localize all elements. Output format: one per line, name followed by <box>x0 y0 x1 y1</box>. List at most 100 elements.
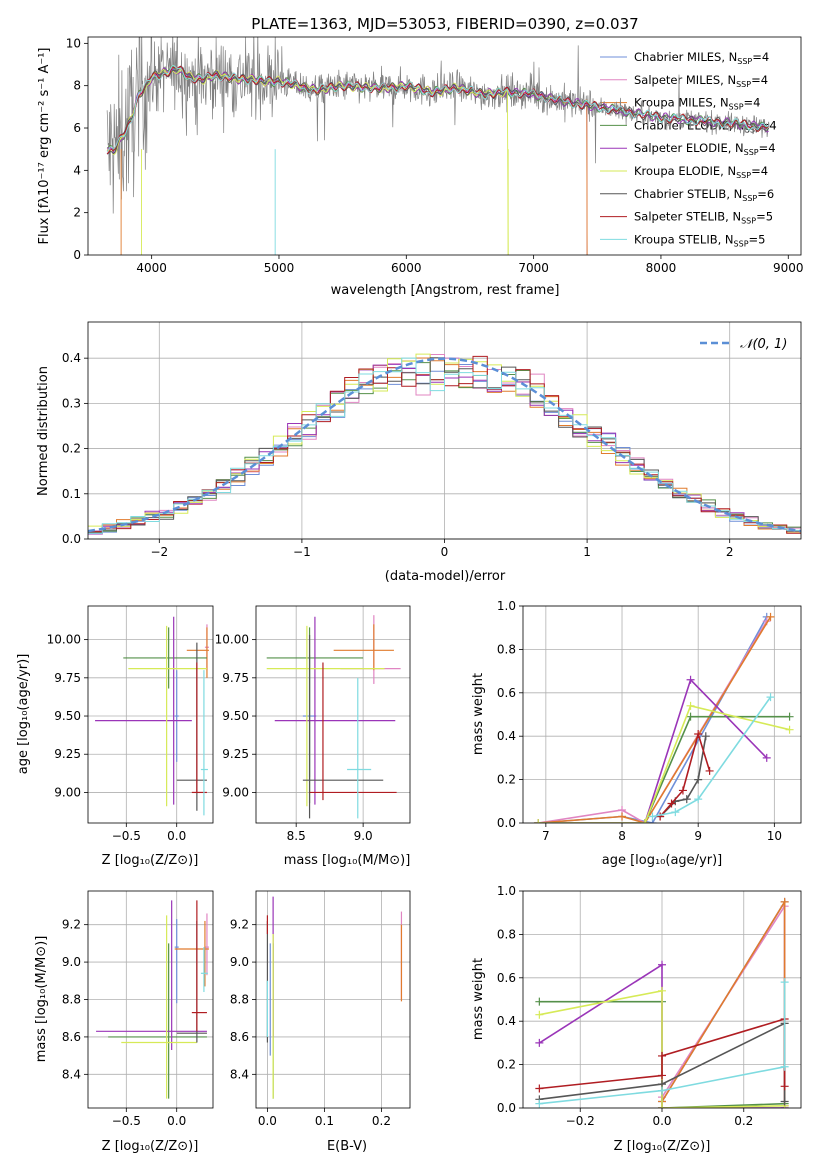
mass-weight-vs-metallicity-ylabel: mass weight <box>471 958 486 1040</box>
y-tick-label: 0.1 <box>62 487 81 501</box>
y-tick-label: 9.75 <box>222 671 249 685</box>
series-marker <box>656 812 665 821</box>
legend-label: Chabrier MILES, NSSP=4 <box>634 50 769 66</box>
y-tick-label: 8.8 <box>230 993 249 1007</box>
y-tick-label: 9.2 <box>230 918 249 932</box>
series-marker <box>678 786 687 795</box>
series-marker <box>686 701 695 710</box>
series-line-salpeter-stelib <box>659 731 711 818</box>
y-tick-label: 9.00 <box>54 785 81 799</box>
series-marker <box>658 1071 666 1080</box>
series-marker <box>780 897 789 906</box>
x-tick-label: 0.2 <box>372 1114 391 1128</box>
legend-tail: =5 <box>756 210 773 224</box>
legend-label: Salpeter MILES, NSSP=4 <box>634 73 768 89</box>
mass-weight-vs-age-xlabel: age [log₁₀(age/yr)] <box>602 853 723 868</box>
mass-weight-vs-age-panel: age [log₁₀(age/yr)] mass weight 7 8 9 10 0.0… <box>471 599 802 868</box>
y-tick-label: 0 <box>73 248 81 262</box>
legend-text: Salpeter STELIB, N <box>634 210 741 224</box>
x-tick-label: 0.0 <box>258 1114 277 1128</box>
legend-text: Kroupa STELIB, N <box>634 232 734 246</box>
model-fit-kroupa-elodie <box>107 68 509 255</box>
x-tick-label: 8 <box>618 829 626 843</box>
series-marker <box>785 725 794 734</box>
series-marker <box>780 978 789 987</box>
legend-tail: =4 <box>751 73 768 87</box>
legend-text: Kroupa ELODIE, N <box>634 164 736 178</box>
series-marker <box>648 812 657 821</box>
series-marker <box>618 812 627 821</box>
series-marker <box>640 819 649 823</box>
series-line-salpeter-elodie <box>538 678 768 823</box>
series-marker <box>766 693 775 702</box>
x-tick-label: 10 <box>767 829 782 843</box>
residuals-legend: 𝒩(0, 1) <box>700 337 787 352</box>
plot-area <box>266 896 403 1099</box>
series-marker <box>535 1084 544 1093</box>
y-tick-label: 0.0 <box>497 1101 516 1115</box>
legend-subscript: SSP <box>741 217 756 226</box>
y-tick-label: 2 <box>73 206 81 220</box>
y-tick-label: 0.2 <box>497 1058 516 1072</box>
axes-frame <box>522 605 802 824</box>
x-tick-label: 0.2 <box>734 1114 753 1128</box>
spectrum-xlabel: wavelength [Angstrom, rest frame] <box>331 283 560 298</box>
series-line-chabrier-elodie <box>538 715 790 823</box>
y-tick-label: 9.0 <box>62 955 81 969</box>
legend-label: Kroupa STELIB, NSSP=5 <box>634 232 765 248</box>
legend-label: Kroupa ELODIE, NSSP=4 <box>634 164 768 180</box>
plot-area <box>95 616 209 816</box>
x-tick-label: −0.5 <box>112 829 141 843</box>
y-tick-label: 1.0 <box>497 599 516 613</box>
mass-vs-ebv-xlabel: E(B-V) <box>327 1139 367 1154</box>
x-tick-label: 8.5 <box>287 829 306 843</box>
legend-tail: =4 <box>752 50 769 64</box>
series-marker <box>658 1104 666 1108</box>
y-tick-label: 0.0 <box>62 532 81 546</box>
legend-tail: =6 <box>757 187 774 201</box>
series-line-kroupa-miles <box>661 899 786 1108</box>
age-vs-metallicity-ylabel: age [log₁₀(age/yr)] <box>16 654 31 775</box>
y-tick-label: 8.4 <box>230 1067 249 1081</box>
spectrum-title: PLATE=1363, MJD=53053, FIBERID=0390, z=0… <box>251 15 638 33</box>
y-tick-label: 10 <box>66 36 81 50</box>
legend-subscript: SSP <box>742 194 757 203</box>
grid-lines <box>256 606 410 823</box>
model-fit-kroupa-stelib <box>106 64 769 152</box>
series-marker <box>780 1082 789 1091</box>
legend-label: Chabrier STELIB, NSSP=6 <box>634 187 774 203</box>
series-marker <box>766 612 775 621</box>
series-marker <box>694 730 703 739</box>
x-tick-label: 5000 <box>264 261 295 275</box>
legend-subscript: SSP <box>729 103 744 112</box>
series-line-kroupa-stelib <box>539 982 786 1105</box>
x-tick-label: 0 <box>441 545 449 559</box>
x-tick-label: 7000 <box>518 261 549 275</box>
y-tick-label: 9.2 <box>62 918 81 932</box>
series-marker <box>686 675 695 684</box>
grid-lines <box>523 605 801 824</box>
y-tick-label: 0.0 <box>497 816 516 830</box>
series-marker <box>658 986 666 995</box>
age-vs-mass-panel: mass [log₁₀(M/M⊙)] 8.5 9.0 9.00 9.25 9.50 9.7… <box>215 605 411 868</box>
mass-vs-ebv-panel: E(B-V) 0.0 0.1 0.2 8.4 8.6 8.8 9.0 9.2 <box>230 890 411 1154</box>
x-tick-label: −0.2 <box>566 1114 595 1128</box>
y-tick-label: 8.6 <box>230 1030 249 1044</box>
series-marker <box>671 808 680 817</box>
legend-text: Chabrier MILES, N <box>634 50 737 64</box>
grid-lines <box>88 891 213 1108</box>
plot-area <box>266 615 401 819</box>
plot-area <box>534 612 794 823</box>
x-tick-label: −2 <box>150 545 168 559</box>
mass-weight-vs-age-ylabel: mass weight <box>471 673 486 755</box>
series-marker <box>686 712 695 721</box>
x-tick-label: 4000 <box>136 261 167 275</box>
legend-subscript: SSP <box>744 148 759 157</box>
x-tick-label: 1 <box>583 545 591 559</box>
residuals-panel: (data-model)/error Normed distribution 𝒩… <box>36 321 802 584</box>
series-marker <box>667 799 676 808</box>
y-tick-label: 0.6 <box>497 971 516 985</box>
legend-subscript: SSP <box>736 80 751 89</box>
y-tick-label: 9.75 <box>54 671 81 685</box>
plot-area <box>106 37 770 255</box>
